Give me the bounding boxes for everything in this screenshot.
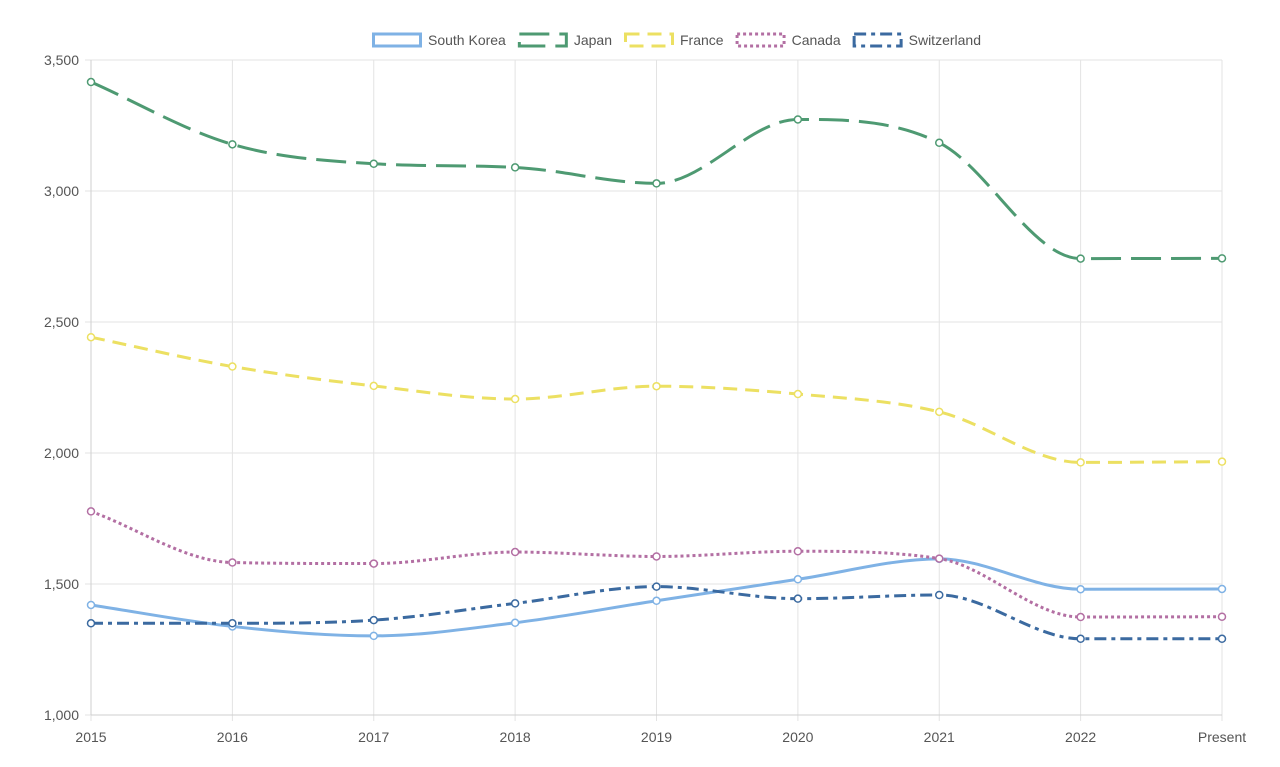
series-line-japan — [90, 80, 1223, 261]
legend-item-japan[interactable]: Japan — [517, 32, 612, 48]
y-tick-label: 2,500 — [44, 314, 79, 330]
legend-item-france[interactable]: France — [624, 32, 724, 48]
data-point-switzerland[interactable] — [1217, 634, 1227, 644]
data-point-switzerland[interactable] — [793, 594, 803, 603]
data-point-france[interactable] — [86, 332, 96, 342]
data-point-canada[interactable] — [228, 558, 237, 567]
series-points — [86, 77, 1227, 644]
legend-label-canada: Canada — [792, 32, 841, 48]
data-point-canada[interactable] — [510, 547, 520, 557]
y-axis-tick-labels: 1,000 1,500 2,000 2,500 3,000 3,500 — [44, 52, 79, 723]
data-point-canada[interactable] — [652, 552, 661, 561]
data-point-south-korea[interactable] — [793, 575, 803, 584]
data-point-switzerland[interactable] — [86, 619, 96, 628]
x-tick-label: 2016 — [217, 729, 248, 745]
x-tick-label: 2018 — [500, 729, 531, 745]
data-point-japan[interactable] — [935, 138, 944, 148]
data-point-south-korea[interactable] — [1217, 584, 1227, 594]
data-point-canada[interactable] — [1217, 612, 1227, 621]
legend-swatch-canada — [735, 32, 786, 48]
data-point-japan[interactable] — [793, 115, 803, 124]
data-point-switzerland[interactable] — [652, 582, 661, 591]
x-tick-label: 2015 — [75, 729, 106, 745]
data-point-japan[interactable] — [369, 159, 378, 169]
data-point-france[interactable] — [793, 389, 803, 399]
legend-label-switzerland: Switzerland — [909, 32, 981, 48]
y-tick-label: 1,000 — [44, 707, 79, 723]
series-line-switzerland — [90, 585, 1222, 641]
y-tick-label: 3,000 — [44, 183, 79, 199]
data-point-canada[interactable] — [86, 507, 96, 516]
data-point-south-korea[interactable] — [510, 618, 520, 628]
x-axis-tick-labels: 2015 2016 2017 2018 2019 2020 2021 2022 Present — [75, 729, 1246, 745]
data-point-france[interactable] — [935, 407, 944, 417]
data-point-switzerland[interactable] — [935, 590, 944, 600]
data-point-japan[interactable] — [1217, 254, 1227, 263]
data-point-japan[interactable] — [510, 163, 520, 172]
y-tick-label: 3,500 — [44, 52, 79, 68]
data-point-switzerland[interactable] — [510, 599, 520, 608]
legend-label-south-korea: South Korea — [428, 32, 506, 48]
legend-item-canada[interactable]: Canada — [735, 32, 841, 48]
y-tick-label: 2,000 — [44, 445, 79, 461]
data-point-japan[interactable] — [228, 140, 237, 149]
legend-swatch-france — [624, 32, 674, 48]
data-point-france[interactable] — [652, 381, 661, 391]
data-point-south-korea[interactable] — [652, 596, 661, 606]
data-point-canada[interactable] — [935, 554, 944, 563]
data-point-south-korea[interactable] — [369, 631, 378, 641]
data-point-switzerland[interactable] — [228, 619, 237, 628]
x-tick-label: 2022 — [1065, 729, 1096, 745]
legend-swatch-south-korea — [372, 32, 422, 48]
legend-label-japan: Japan — [574, 32, 612, 48]
legend-item-south-korea[interactable]: South Korea — [372, 32, 507, 48]
data-point-japan[interactable] — [1076, 254, 1085, 263]
data-point-canada[interactable] — [1076, 612, 1085, 622]
data-point-japan[interactable] — [652, 179, 661, 188]
data-point-france[interactable] — [510, 394, 520, 404]
data-point-switzerland[interactable] — [369, 615, 378, 625]
legend-swatch-japan — [517, 32, 568, 48]
data-point-france[interactable] — [228, 362, 237, 371]
x-tick-label: Present — [1198, 729, 1246, 745]
legend: South Korea Japan France Canada Switzerland — [372, 32, 981, 48]
x-tick-label: 2017 — [358, 729, 389, 745]
data-point-japan[interactable] — [86, 77, 96, 87]
legend-swatch-switzerland — [852, 32, 903, 48]
legend-label-france: France — [680, 32, 724, 48]
x-tick-label: 2019 — [641, 729, 672, 745]
data-point-france[interactable] — [1217, 457, 1227, 466]
data-point-france[interactable] — [369, 381, 378, 391]
data-point-south-korea[interactable] — [86, 600, 96, 610]
y-tick-label: 1,500 — [44, 576, 79, 592]
x-tick-label: 2021 — [924, 729, 955, 745]
data-point-switzerland[interactable] — [1076, 634, 1085, 644]
data-point-canada[interactable] — [369, 559, 378, 568]
series-line-canada — [90, 510, 1223, 619]
data-point-south-korea[interactable] — [1076, 584, 1085, 594]
x-tick-label: 2020 — [782, 729, 813, 745]
legend-item-switzerland[interactable]: Switzerland — [852, 32, 981, 48]
data-point-canada[interactable] — [793, 547, 803, 556]
data-point-france[interactable] — [1076, 458, 1085, 467]
series-line-france — [90, 335, 1223, 464]
